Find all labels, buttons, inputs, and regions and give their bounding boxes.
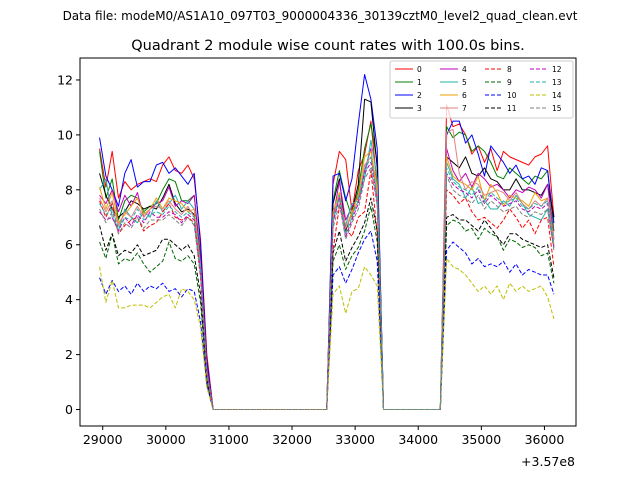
legend-label-7: 7 [462, 104, 467, 113]
legend-label-3: 3 [417, 104, 422, 113]
x-tick-label: 29000 [83, 432, 123, 447]
x-tick-label: 34000 [398, 432, 438, 447]
chart-title: Quadrant 2 module wise count rates with … [131, 38, 525, 54]
axes-frame [79, 57, 577, 427]
x-tick-label: 36000 [525, 432, 565, 447]
legend-label-10: 10 [507, 91, 517, 100]
x-tick-label: 30000 [146, 432, 186, 447]
y-tick-label: 12 [57, 72, 73, 87]
legend-label-8: 8 [507, 65, 512, 74]
x-tick-label: 32000 [272, 432, 312, 447]
legend-box [389, 60, 574, 119]
y-tick-label: 0 [65, 402, 73, 417]
legend-label-14: 14 [552, 91, 562, 100]
y-tick-label: 10 [57, 127, 73, 142]
y-tick-label: 8 [65, 182, 73, 197]
plot-area: 29000 30000 31000 32000 33000 34000 35000 36000… [57, 57, 577, 447]
legend-label-12: 12 [552, 65, 562, 74]
legend-label-6: 6 [462, 91, 467, 100]
series-line-11 [99, 197, 555, 411]
legend-label-11: 11 [507, 104, 517, 113]
series-line-15 [99, 167, 555, 411]
x-tick-label: 35000 [461, 432, 501, 447]
legend-label-2: 2 [417, 91, 422, 100]
x-tick-label: 33000 [335, 432, 375, 447]
y-tick-label: 2 [65, 347, 73, 362]
legend-label-0: 0 [417, 65, 422, 74]
x-offset-label: +3.57e8 [521, 454, 575, 469]
legend-label-1: 1 [417, 78, 422, 87]
legend-label-15: 15 [552, 104, 562, 113]
figure-suptitle: Data file: modeM0/AS1A10_097T03_90000043… [63, 9, 578, 23]
series-line-10 [99, 230, 555, 411]
legend-label-4: 4 [462, 65, 467, 74]
legend-label-9: 9 [507, 78, 512, 87]
legend-label-13: 13 [552, 78, 562, 87]
y-tick-label: 6 [65, 237, 73, 252]
x-tick-label: 31000 [209, 432, 249, 447]
y-tick-label: 4 [65, 292, 73, 307]
legend-label-5: 5 [462, 78, 467, 87]
